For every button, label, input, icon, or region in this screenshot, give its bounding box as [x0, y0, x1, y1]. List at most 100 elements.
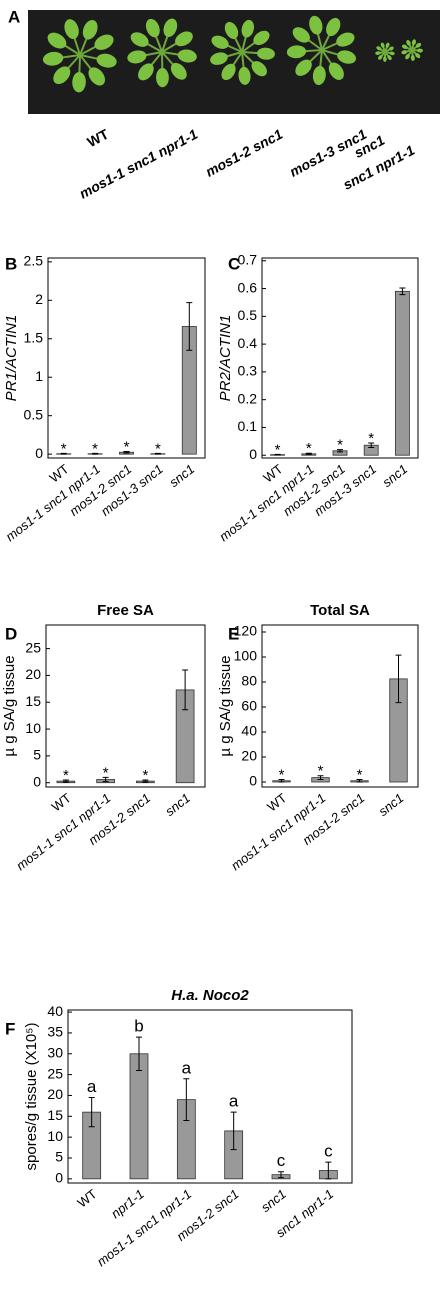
- leaf: [376, 46, 382, 51]
- y-tick-label: 40: [241, 723, 257, 739]
- y-tick-label: 0: [33, 773, 41, 789]
- y-tick-label: 1: [35, 368, 43, 384]
- y-tick-label: 0: [55, 1170, 63, 1186]
- y-tick-label: 0.1: [238, 418, 258, 434]
- y-tick-label: 0: [249, 773, 257, 789]
- annotation: *: [142, 767, 148, 784]
- error-bar: [368, 442, 375, 448]
- y-tick-label: 2: [35, 291, 43, 307]
- y-tick-label: 0.4: [238, 335, 258, 351]
- error-bar: [102, 776, 109, 783]
- x-tick-label: snc1: [379, 461, 410, 490]
- leaf: [337, 50, 357, 64]
- y-tick-label: 1.5: [24, 329, 44, 345]
- x-tick-label: WT: [264, 790, 289, 814]
- leaf: [177, 49, 197, 63]
- y-axis-label: spores/g tissue (X10⁵): [23, 1023, 40, 1171]
- annotation: b: [134, 1017, 143, 1036]
- y-tick-label: 20: [241, 748, 257, 764]
- error-bar: [182, 669, 189, 711]
- leaf: [138, 63, 154, 81]
- leaf: [156, 67, 169, 88]
- error-bar: [325, 1161, 332, 1180]
- leaf: [64, 19, 79, 40]
- annotation: *: [279, 766, 285, 783]
- leaf: [238, 66, 251, 85]
- y-tick-label: 80: [241, 673, 257, 689]
- leaf: [406, 39, 411, 46]
- y-tick-label: 0.5: [24, 406, 44, 422]
- plot-frame: [261, 624, 419, 788]
- error-bar: [88, 1097, 95, 1128]
- annotation: *: [124, 438, 130, 455]
- error-bar: [183, 1078, 190, 1121]
- y-tick-label: 15: [25, 693, 41, 709]
- leaf: [47, 32, 67, 49]
- annotation: *: [63, 767, 69, 784]
- annotation: c: [324, 1142, 333, 1161]
- leaf: [286, 45, 307, 59]
- annotation: *: [306, 440, 312, 457]
- chart-title: Total SA: [310, 602, 370, 619]
- leaf: [312, 65, 326, 86]
- panel-label: A: [8, 7, 20, 26]
- panel-label: D: [5, 624, 17, 643]
- leaf: [163, 18, 178, 38]
- y-tick-label: 120: [234, 623, 258, 639]
- y-tick-label: 35: [47, 1024, 63, 1040]
- error-bar: [305, 452, 312, 455]
- error-bar: [317, 775, 324, 780]
- error-bar: [274, 453, 281, 456]
- annotation: *: [368, 430, 374, 447]
- error-bar: [62, 779, 69, 783]
- leaf: [405, 53, 410, 60]
- annotation: a: [229, 1092, 239, 1111]
- leaf: [336, 32, 355, 47]
- panel-label: C: [228, 254, 240, 273]
- error-bar: [123, 450, 130, 454]
- annotation: *: [318, 763, 324, 780]
- leaf: [401, 44, 408, 49]
- bar: [394, 290, 410, 456]
- leaf: [385, 42, 390, 48]
- leaf: [224, 21, 239, 39]
- leaf: [256, 47, 275, 60]
- leaf: [415, 42, 422, 48]
- leaf: [42, 51, 64, 66]
- leaf: [221, 63, 236, 81]
- leaf: [383, 56, 387, 62]
- leaf: [96, 53, 117, 68]
- bar: [129, 1053, 149, 1180]
- error-bar: [356, 779, 363, 783]
- y-tick-label: 25: [47, 1065, 63, 1081]
- leaf: [94, 34, 114, 50]
- leaf: [170, 62, 187, 80]
- annotation: *: [337, 437, 343, 454]
- plot-frame: [67, 1009, 353, 1184]
- y-tick-label: 5: [33, 747, 41, 763]
- x-tick-label: snc1: [376, 790, 407, 819]
- leaf: [309, 15, 323, 35]
- leaf: [72, 71, 86, 93]
- leaf: [387, 55, 392, 60]
- y-tick-label: 0.3: [238, 363, 258, 379]
- annotation: *: [61, 440, 67, 457]
- y-tick-label: 2.5: [24, 253, 44, 269]
- error-bar: [92, 452, 99, 455]
- x-tick-label: WT: [74, 1186, 99, 1210]
- panel-label: F: [5, 1019, 15, 1038]
- genotype-label: mos1-2 snc1: [203, 126, 286, 180]
- leaf: [416, 48, 423, 53]
- leaf: [295, 59, 312, 76]
- error-bar: [136, 1036, 142, 1071]
- leaf: [211, 35, 229, 49]
- y-axis-label: PR2/ACTIN1: [217, 315, 234, 402]
- y-tick-label: 5: [55, 1149, 63, 1165]
- y-tick-label: 100: [234, 648, 258, 664]
- x-tick-label: npr1-1: [108, 1186, 147, 1221]
- leaf: [53, 66, 71, 85]
- y-tick-label: 10: [47, 1128, 63, 1144]
- y-tick-label: 20: [25, 666, 41, 682]
- error-bar: [142, 779, 149, 783]
- error-bar: [399, 287, 406, 296]
